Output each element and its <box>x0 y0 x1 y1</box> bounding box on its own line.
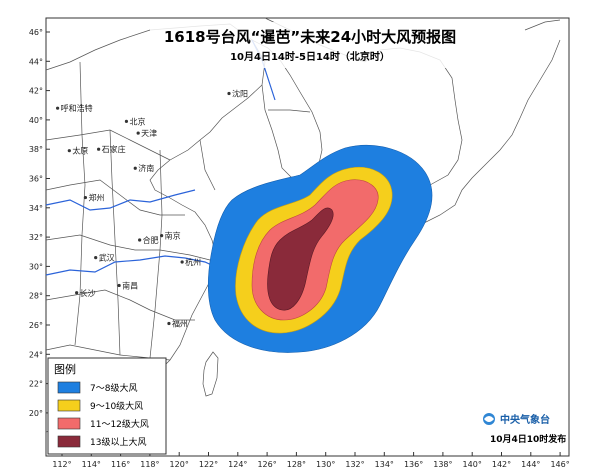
city-marker <box>138 238 142 242</box>
legend-label: 11～12级大风 <box>90 418 149 430</box>
latitude-axis: 46° 44° 42° 40° 38° 36° 34° 32° 30° 28° 26° 24° 22° 2… <box>29 28 50 418</box>
lon-tick-label: 122° <box>199 460 218 469</box>
map-subtitle: 10月4日14时-5日14时（北京时） <box>230 50 390 63</box>
city-marker <box>160 234 164 238</box>
city-label: 沈阳 <box>232 89 248 99</box>
lon-tick-label: 118° <box>140 460 159 469</box>
city-marker <box>136 131 140 135</box>
city-label: 天津 <box>141 128 157 138</box>
city-label: 福州 <box>172 320 188 329</box>
city-marker <box>133 166 137 170</box>
lon-tick-label: 146° <box>550 460 569 469</box>
city-marker <box>94 256 98 260</box>
lon-tick-label: 130° <box>316 460 335 469</box>
lon-tick-label: 142° <box>492 460 511 469</box>
legend-swatch <box>57 417 81 430</box>
legend-items: 7～8级大风 9～10级大风 11～12级大风 13级以上大风 <box>57 381 149 448</box>
city-label: 合肥 <box>143 235 159 245</box>
lat-tick-label: 42° <box>29 87 43 96</box>
lon-tick-label: 124° <box>228 460 247 469</box>
city-label: 北京 <box>129 116 145 126</box>
legend-title: 图例 <box>54 362 76 376</box>
lat-tick-label: 30° <box>29 262 43 271</box>
longitude-axis: 112° 114° 116° 118° 120° 122° 124° 126° 128° 130°… <box>52 452 570 469</box>
lon-tick-label: 126° <box>257 460 276 469</box>
city-marker <box>75 291 79 295</box>
city-marker <box>67 149 71 153</box>
city-label: 石家庄 <box>102 144 126 154</box>
title-background <box>150 22 470 68</box>
city-label: 南昌 <box>122 280 138 290</box>
lat-tick-label: 20° <box>29 409 43 418</box>
cma-logo-mark <box>484 416 494 422</box>
city-marker <box>124 119 129 123</box>
lon-tick-label: 138° <box>433 460 452 469</box>
city-label: 武汉 <box>99 253 115 263</box>
city-label: 杭州 <box>185 257 201 267</box>
zone-13-plus <box>267 207 334 311</box>
city-marker <box>83 195 88 200</box>
city-marker <box>117 283 121 288</box>
legend-label: 13级以上大风 <box>90 436 146 448</box>
lat-tick-label: 38° <box>29 145 43 154</box>
legend-swatch <box>57 381 81 394</box>
lat-tick-label: 28° <box>29 292 43 301</box>
city-label: 郑州 <box>88 193 104 203</box>
lat-tick-label: 36° <box>29 175 43 184</box>
city-label: 济南 <box>138 163 154 173</box>
lat-tick-label: 46° <box>29 28 43 37</box>
lon-tick-label: 140° <box>463 460 482 469</box>
lat-tick-label: 24° <box>29 350 43 359</box>
legend-label: 7～8级大风 <box>90 382 137 394</box>
legend-swatch <box>57 399 81 412</box>
wind-zones <box>208 145 433 353</box>
city-marker <box>56 106 60 110</box>
legend-swatch <box>57 435 81 448</box>
lon-tick-label: 128° <box>287 460 306 469</box>
city-label: 呼和浩特 <box>61 103 93 113</box>
city-label: 南京 <box>165 231 181 241</box>
issuer-name: 中央气象台 <box>500 413 550 426</box>
lon-tick-label: 114° <box>82 460 101 469</box>
lon-tick-label: 120° <box>170 460 189 469</box>
lat-tick-label: 32° <box>29 233 43 242</box>
lon-tick-label: 112° <box>52 460 71 469</box>
city-label: 太原 <box>72 146 88 156</box>
lat-tick-label: 22° <box>29 380 43 389</box>
city-marker <box>227 91 231 96</box>
lat-tick-label: 26° <box>29 321 43 330</box>
city-label: 长沙 <box>80 288 96 298</box>
issuer: 中央气象台 10月4日10时发布 <box>483 413 566 445</box>
city-marker <box>97 147 101 151</box>
issue-time: 10月4日10时发布 <box>490 433 566 445</box>
lon-tick-label: 134° <box>375 460 394 469</box>
legend: 图例 7～8级大风 9～10级大风 11～12级大风 13级以上大风 <box>47 357 167 455</box>
lon-tick-label: 144° <box>521 460 540 469</box>
lat-tick-label: 44° <box>29 57 43 66</box>
map-title: 1618号台风“暹芭”未来24小时大风预报图 <box>164 28 456 46</box>
lat-tick-label: 34° <box>29 204 43 213</box>
city-marker <box>180 260 184 264</box>
lon-tick-label: 136° <box>404 460 423 469</box>
legend-label: 9～10级大风 <box>90 400 143 412</box>
lon-tick-label: 116° <box>111 460 130 469</box>
city-marker <box>167 321 171 326</box>
lat-tick-label: 40° <box>29 116 43 125</box>
lon-tick-label: 132° <box>345 460 364 469</box>
